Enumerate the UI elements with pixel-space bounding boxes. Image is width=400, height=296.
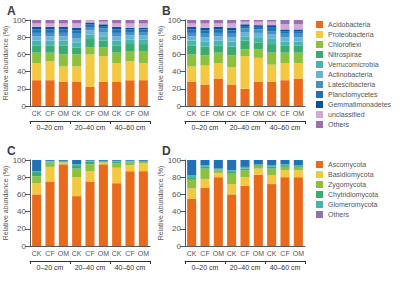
svg-text:D: D: [162, 144, 171, 158]
svg-text:20: 20: [17, 84, 26, 93]
svg-text:OM: OM: [138, 110, 149, 117]
svg-text:Gemmatimonadetes: Gemmatimonadetes: [328, 101, 392, 108]
svg-text:OM: OM: [58, 110, 69, 117]
svg-text:CK: CK: [267, 110, 277, 117]
svg-text:0: 0: [22, 102, 27, 111]
svg-text:CF: CF: [125, 250, 134, 257]
svg-text:Planctomycetes: Planctomycetes: [328, 91, 378, 99]
svg-text:CK: CK: [32, 110, 42, 117]
svg-text:CF: CF: [240, 110, 249, 117]
svg-text:60: 60: [172, 190, 181, 199]
svg-text:0–20 cm: 0–20 cm: [37, 264, 64, 271]
svg-text:OM: OM: [213, 110, 224, 117]
svg-text:20: 20: [172, 224, 181, 233]
svg-text:40–60 cm: 40–60 cm: [115, 264, 146, 271]
svg-text:Acidobacteria: Acidobacteria: [328, 21, 371, 28]
svg-text:40: 40: [172, 207, 181, 216]
svg-text:Chloroflexi: Chloroflexi: [328, 41, 362, 48]
svg-text:CF: CF: [280, 250, 289, 257]
svg-text:0–20 cm: 0–20 cm: [192, 264, 219, 271]
svg-text:OM: OM: [98, 250, 109, 257]
svg-text:CK: CK: [187, 110, 197, 117]
svg-text:0: 0: [22, 242, 27, 251]
svg-text:CF: CF: [45, 250, 54, 257]
svg-text:OM: OM: [138, 250, 149, 257]
svg-text:OM: OM: [213, 250, 224, 257]
svg-text:Proteobacteria: Proteobacteria: [328, 31, 374, 38]
svg-text:0: 0: [177, 102, 182, 111]
svg-text:Verrucomicrobia: Verrucomicrobia: [328, 61, 379, 68]
svg-text:CF: CF: [280, 110, 289, 117]
svg-text:CK: CK: [112, 250, 122, 257]
svg-text:100: 100: [167, 155, 181, 165]
svg-text:CF: CF: [85, 250, 94, 257]
svg-text:40: 40: [17, 67, 26, 76]
svg-text:80: 80: [17, 173, 26, 182]
svg-text:80: 80: [172, 173, 181, 182]
svg-text:CK: CK: [267, 250, 277, 257]
svg-text:60: 60: [17, 50, 26, 59]
svg-text:40: 40: [172, 67, 181, 76]
svg-text:CK: CK: [227, 250, 237, 257]
svg-text:40–60 cm: 40–60 cm: [270, 124, 301, 131]
svg-text:CF: CF: [240, 250, 249, 257]
svg-text:20: 20: [172, 84, 181, 93]
svg-text:OM: OM: [293, 110, 304, 117]
svg-text:Nitrospirae: Nitrospirae: [328, 51, 362, 59]
svg-text:CK: CK: [112, 110, 122, 117]
svg-text:20–40 cm: 20–40 cm: [230, 264, 261, 271]
svg-text:60: 60: [172, 50, 181, 59]
svg-text:20–40 cm: 20–40 cm: [75, 124, 106, 131]
svg-text:CK: CK: [227, 110, 237, 117]
svg-text:Relative abundance (%): Relative abundance (%): [2, 26, 10, 101]
svg-text:Actinobacteria: Actinobacteria: [328, 71, 372, 78]
svg-text:40–60 cm: 40–60 cm: [115, 124, 146, 131]
svg-text:CK: CK: [32, 250, 42, 257]
svg-text:20–40 cm: 20–40 cm: [230, 124, 261, 131]
svg-text:100: 100: [167, 15, 181, 25]
svg-text:Relative abundance (%): Relative abundance (%): [157, 26, 165, 101]
svg-text:OM: OM: [58, 250, 69, 257]
svg-text:Glomeromycota: Glomeromycota: [328, 201, 378, 209]
svg-text:CF: CF: [45, 110, 54, 117]
svg-text:CF: CF: [125, 110, 134, 117]
svg-text:20–40 cm: 20–40 cm: [75, 264, 106, 271]
svg-text:Others: Others: [328, 121, 350, 128]
svg-text:Relative abundance (%): Relative abundance (%): [157, 166, 165, 241]
svg-text:Zygomycota: Zygomycota: [328, 181, 366, 189]
svg-text:B: B: [162, 4, 171, 18]
svg-text:0–20 cm: 0–20 cm: [37, 124, 64, 131]
svg-text:Others: Others: [328, 211, 350, 218]
svg-text:100: 100: [12, 155, 26, 165]
svg-text:CK: CK: [187, 250, 197, 257]
svg-text:Ascomycota: Ascomycota: [328, 161, 366, 169]
svg-text:40: 40: [17, 207, 26, 216]
svg-text:Basidiomycota: Basidiomycota: [328, 171, 374, 179]
svg-text:CF: CF: [200, 110, 209, 117]
svg-text:unclassified: unclassified: [328, 111, 365, 118]
svg-text:100: 100: [12, 15, 26, 25]
svg-text:OM: OM: [253, 250, 264, 257]
svg-text:CF: CF: [200, 250, 209, 257]
svg-text:CK: CK: [72, 110, 82, 117]
svg-text:Chytridiomycota: Chytridiomycota: [328, 191, 378, 199]
svg-text:Latescibacteria: Latescibacteria: [328, 81, 375, 88]
svg-text:OM: OM: [98, 110, 109, 117]
svg-text:80: 80: [172, 33, 181, 42]
svg-text:Relative abundance (%): Relative abundance (%): [2, 166, 10, 241]
svg-text:OM: OM: [293, 250, 304, 257]
svg-text:C: C: [7, 144, 16, 158]
svg-text:40–60 cm: 40–60 cm: [270, 264, 301, 271]
svg-text:80: 80: [17, 33, 26, 42]
svg-text:CF: CF: [85, 110, 94, 117]
svg-text:60: 60: [17, 190, 26, 199]
svg-text:0–20 cm: 0–20 cm: [192, 124, 219, 131]
svg-text:20: 20: [17, 224, 26, 233]
svg-text:0: 0: [177, 242, 182, 251]
svg-text:CK: CK: [72, 250, 82, 257]
svg-text:OM: OM: [253, 110, 264, 117]
svg-text:A: A: [7, 4, 16, 18]
